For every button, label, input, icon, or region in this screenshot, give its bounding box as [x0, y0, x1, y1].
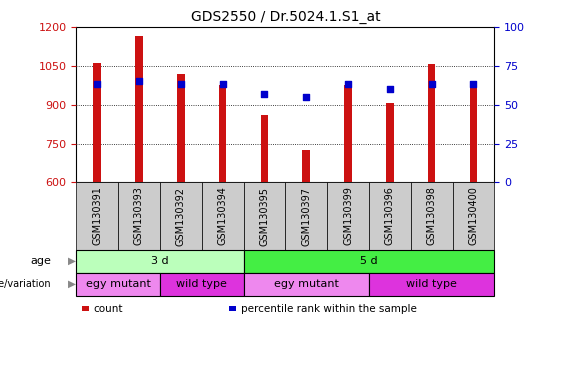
Text: GSM130400: GSM130400 [468, 187, 479, 245]
Bar [470, 86, 477, 182]
Point [469, 81, 478, 88]
Point [302, 94, 311, 100]
Text: GSM130395: GSM130395 [259, 187, 270, 245]
Text: 5 d: 5 d [360, 256, 378, 266]
Point [134, 78, 144, 84]
Point [427, 81, 436, 88]
Text: count: count [94, 304, 123, 314]
Text: GSM130396: GSM130396 [385, 187, 395, 245]
Text: egy mutant: egy mutant [274, 279, 338, 289]
Bar [302, 150, 310, 182]
Bar [344, 85, 352, 182]
Bar [428, 65, 436, 182]
Text: percentile rank within the sample: percentile rank within the sample [241, 304, 416, 314]
Bar [135, 36, 143, 182]
Bar [219, 85, 227, 182]
Text: age: age [30, 256, 51, 266]
Text: 3 d: 3 d [151, 256, 169, 266]
Bar [177, 74, 185, 182]
Text: GSM130392: GSM130392 [176, 187, 186, 245]
Text: GSM130399: GSM130399 [343, 187, 353, 245]
Text: ▶: ▶ [68, 256, 76, 266]
Text: GSM130393: GSM130393 [134, 187, 144, 245]
Text: ▶: ▶ [68, 279, 76, 289]
Point [176, 81, 185, 88]
Point [344, 81, 353, 88]
Text: GSM130394: GSM130394 [218, 187, 228, 245]
Point [260, 91, 269, 97]
Text: genotype/variation: genotype/variation [0, 279, 51, 289]
Text: wild type: wild type [176, 279, 227, 289]
Bar [386, 103, 394, 182]
Text: GSM130397: GSM130397 [301, 187, 311, 245]
Bar [260, 115, 268, 182]
Text: GSM130398: GSM130398 [427, 187, 437, 245]
Title: GDS2550 / Dr.5024.1.S1_at: GDS2550 / Dr.5024.1.S1_at [190, 10, 380, 25]
Point [93, 81, 102, 88]
Text: egy mutant: egy mutant [86, 279, 150, 289]
Text: wild type: wild type [406, 279, 457, 289]
Text: GSM130391: GSM130391 [92, 187, 102, 245]
Point [385, 86, 394, 92]
Bar [93, 63, 101, 182]
Point [218, 81, 227, 88]
